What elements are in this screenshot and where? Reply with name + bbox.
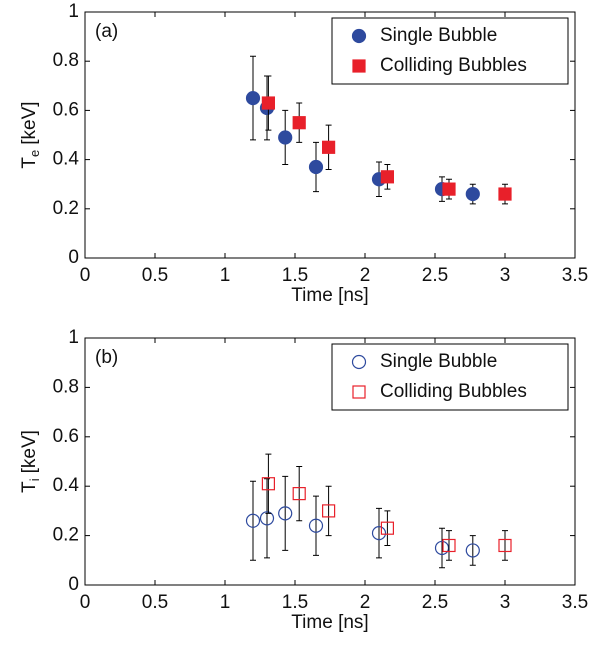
y-tick-label: 0.2 (53, 198, 79, 219)
marker (261, 477, 275, 491)
x-axis-label: Time [ns] (291, 285, 368, 306)
x-tick-label: 3 (500, 592, 511, 613)
legend-label: Colliding Bubbles (380, 55, 527, 76)
legend-marker (352, 59, 366, 73)
marker (322, 140, 336, 154)
x-tick-label: 0 (80, 592, 91, 613)
marker (371, 526, 387, 541)
error-bar (264, 478, 270, 559)
error-bar (265, 453, 272, 514)
marker (278, 130, 293, 145)
marker (261, 96, 275, 110)
marker (245, 90, 261, 106)
panel-label: (b) (95, 347, 118, 368)
x-tick-label: 3 (500, 265, 511, 286)
legend-label: Colliding Bubbles (380, 381, 527, 402)
y-tick-label: 0.2 (53, 525, 79, 546)
marker (322, 504, 336, 518)
marker (442, 538, 456, 553)
y-axis-label-unit: [keV] (19, 101, 40, 144)
x-tick-label: 1.5 (282, 592, 308, 613)
legend-marker (351, 28, 367, 44)
marker (380, 521, 394, 535)
error-bar (446, 530, 452, 561)
marker (442, 182, 456, 196)
x-tick-label: 2 (360, 265, 371, 286)
y-tick-label: 1 (68, 327, 79, 348)
y-tick-label: 0.8 (53, 50, 79, 71)
y-tick-label: 0.6 (53, 99, 79, 120)
x-tick-label: 0.5 (142, 265, 168, 286)
y-axis-label-main: T (19, 481, 40, 493)
error-bar (282, 475, 289, 551)
x-tick-label: 2.5 (422, 592, 448, 613)
y-tick-label: 0 (68, 574, 79, 595)
marker (498, 187, 512, 201)
error-bar (384, 510, 391, 546)
marker (465, 186, 480, 202)
legend-marker (352, 385, 366, 399)
x-tick-label: 1.5 (282, 265, 308, 286)
y-tick-label: 1 (68, 1, 79, 22)
error-bar (325, 485, 332, 537)
marker (245, 513, 261, 528)
error-bar (250, 480, 256, 561)
y-tick-label: 0.6 (53, 426, 79, 447)
marker (278, 506, 293, 521)
error-bar (469, 535, 476, 566)
marker (292, 487, 306, 501)
marker (380, 170, 394, 184)
panel-label: (a) (95, 21, 118, 42)
x-tick-label: 1 (220, 265, 231, 286)
plot-frame (84, 337, 576, 586)
y-axis-label-sub: e (27, 150, 42, 157)
y-axis-label: Te [keV] (19, 101, 42, 168)
y-axis-label-unit: [keV] (19, 430, 40, 473)
error-bar (502, 530, 508, 561)
x-axis-label: Time [ns] (291, 612, 368, 633)
x-tick-label: 3.5 (562, 265, 588, 286)
y-tick-label: 0 (68, 247, 79, 268)
x-tick-label: 3.5 (562, 592, 588, 613)
marker (465, 543, 480, 558)
marker (292, 116, 306, 130)
marker (308, 159, 324, 175)
x-tick-label: 0 (80, 265, 91, 286)
error-bar (439, 527, 445, 569)
y-tick-label: 0.4 (53, 475, 80, 496)
legend-box (331, 343, 569, 411)
marker (259, 511, 275, 526)
y-axis-label-sub: i (27, 478, 42, 481)
marker (308, 518, 324, 533)
plot-frame (84, 11, 576, 259)
marker (498, 538, 512, 553)
y-tick-label: 0.8 (53, 376, 79, 397)
x-tick-label: 1 (220, 592, 231, 613)
legend-marker (351, 354, 367, 370)
y-tick-label: 0.4 (53, 149, 80, 170)
legend-label: Single Bubble (380, 351, 497, 372)
x-tick-label: 0.5 (142, 592, 168, 613)
y-axis-label: Ti [keV] (19, 430, 42, 493)
legend-label: Single Bubble (380, 25, 497, 46)
error-bar (313, 495, 319, 556)
y-axis-label-main: T (19, 157, 40, 169)
legend-box (331, 17, 569, 85)
error-bar (296, 465, 303, 522)
x-tick-label: 2 (360, 592, 371, 613)
error-bar (376, 507, 382, 559)
x-tick-label: 2.5 (422, 265, 448, 286)
